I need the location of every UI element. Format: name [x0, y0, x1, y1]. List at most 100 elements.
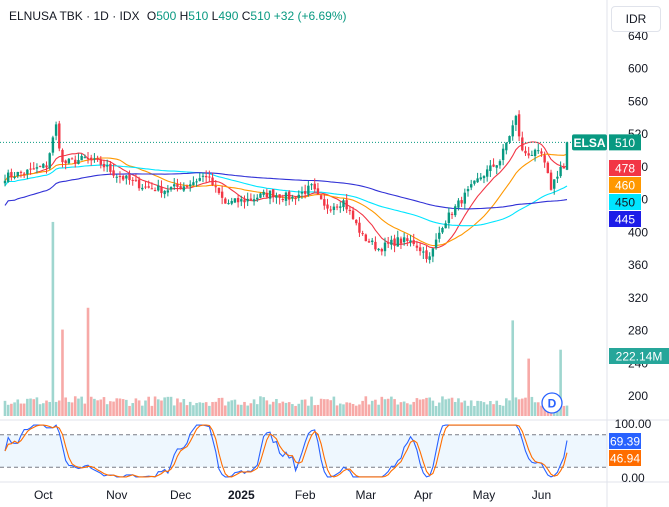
volume-bar — [342, 404, 345, 416]
candle-body — [319, 195, 323, 200]
candle-body — [38, 165, 42, 167]
volume-bar — [105, 404, 109, 416]
exchange-label: IDX — [119, 9, 140, 23]
candle-body — [105, 165, 109, 167]
volume-bar — [303, 399, 307, 416]
candle-body — [466, 189, 470, 192]
candle-body — [16, 171, 19, 177]
currency-button[interactable]: IDR — [611, 6, 661, 32]
volume-bar — [383, 399, 387, 416]
volume-bar — [540, 405, 543, 416]
candle-body — [457, 200, 460, 208]
volume-bar — [402, 401, 406, 416]
volume-bar — [466, 405, 470, 416]
volume-bar — [115, 398, 119, 416]
volume-bar — [268, 404, 272, 416]
open-value: 500 — [156, 9, 177, 23]
volume-bar — [93, 398, 96, 416]
candle-body — [313, 183, 316, 190]
volume-bar — [374, 399, 377, 416]
candle-body — [562, 166, 566, 169]
candle-body — [240, 199, 243, 202]
candle-body — [3, 180, 7, 184]
candle-body — [508, 136, 511, 143]
candle-body — [335, 206, 339, 208]
candle-body — [272, 189, 275, 198]
volume-bar — [153, 396, 157, 416]
volume-bar — [422, 399, 425, 416]
time-tick-label: Dec — [170, 488, 191, 502]
volume-bar — [489, 401, 492, 416]
candle-body — [482, 176, 486, 179]
candle-body — [176, 183, 179, 187]
ma-cyan-line — [4, 164, 568, 227]
candle-body — [112, 170, 115, 176]
ma-red-badge-text: 478 — [615, 162, 635, 176]
candle-body — [281, 198, 285, 200]
price-badge: 510 — [609, 134, 641, 151]
volume-bar — [444, 399, 447, 416]
volume-bar — [32, 399, 36, 416]
volume-bar — [70, 402, 74, 416]
candle-body — [559, 166, 562, 177]
candle-body — [412, 240, 415, 245]
symbol-name[interactable]: ELNUSA TBK — [9, 9, 83, 23]
volume-bar — [450, 397, 454, 416]
volume-bar — [141, 405, 144, 416]
candle-body — [434, 239, 438, 248]
volume-bar — [536, 402, 540, 416]
candle-body — [147, 186, 150, 188]
candle-body — [58, 123, 61, 149]
go-to-date-label: D — [548, 397, 557, 411]
candle-body — [351, 210, 355, 219]
volume-bar — [460, 402, 463, 416]
volume-bar — [57, 400, 61, 416]
stochastic-pane — [0, 424, 607, 478]
candle-body — [278, 194, 281, 199]
candle-body — [160, 186, 163, 194]
volume-bar — [485, 404, 489, 416]
close-value: 510 — [250, 9, 271, 23]
volume-bar — [179, 402, 182, 416]
candle-body — [329, 209, 332, 211]
volume-bar — [492, 404, 495, 416]
candle-body — [399, 238, 403, 244]
stoch-k-badge-text: 69.39 — [610, 435, 640, 449]
candle-body — [371, 240, 374, 242]
price-tick-label: 280 — [628, 324, 648, 338]
stoch-d-badge: 46.94 — [609, 450, 641, 466]
candle-body — [246, 198, 249, 202]
candle-body — [204, 176, 208, 178]
volume-bar — [319, 398, 323, 416]
volume-bar — [192, 405, 195, 416]
candle-body — [54, 124, 58, 136]
candle-body — [64, 160, 67, 164]
price-tick-label: 360 — [628, 258, 648, 272]
candle-body — [476, 178, 479, 183]
volume-bar — [160, 400, 163, 416]
candle-body — [86, 158, 90, 160]
candle-body — [224, 198, 227, 204]
candle-body — [495, 165, 498, 168]
candle-body — [393, 238, 396, 246]
candle-body — [444, 223, 447, 229]
candle-body — [141, 187, 144, 190]
candle-body — [249, 198, 253, 200]
volume-bar — [396, 404, 400, 416]
volume-bar — [102, 397, 106, 416]
volume-bar — [495, 400, 499, 416]
go-to-date-button[interactable]: D — [541, 392, 563, 414]
candle-body — [61, 149, 64, 163]
candle-body — [13, 176, 16, 178]
candle-body — [303, 191, 307, 194]
candle-body — [549, 172, 553, 190]
volume-bar — [150, 405, 154, 416]
candle-body — [438, 232, 441, 239]
candlesticks — [3, 110, 569, 264]
time-tick-label: Nov — [106, 488, 127, 502]
interval-label[interactable]: 1D — [93, 9, 109, 23]
time-tick-label: Apr — [414, 488, 433, 502]
volume-bar — [278, 403, 281, 416]
